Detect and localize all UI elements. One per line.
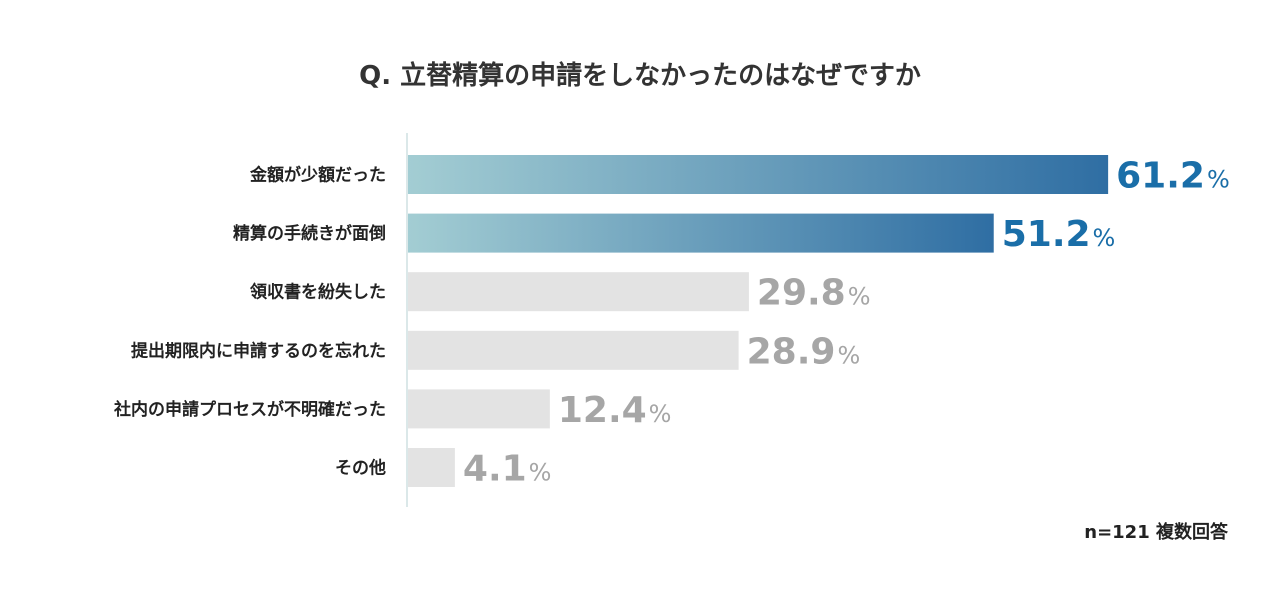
value-number: 51.2 <box>1002 214 1091 255</box>
value-unit: % <box>1093 224 1116 252</box>
value-number: 4.1 <box>463 449 527 490</box>
bar <box>408 448 455 487</box>
bar <box>408 213 994 253</box>
bar <box>408 389 550 429</box>
category-label: 精算の手続きが面倒 <box>233 223 386 244</box>
category-label: その他 <box>335 458 386 479</box>
value-label: 28.9% <box>747 331 861 372</box>
category-label: 領収書を紛失した <box>250 282 386 303</box>
bar <box>408 155 1109 194</box>
value-number: 29.8 <box>757 273 846 314</box>
value-label: 4.1% <box>463 449 552 490</box>
value-label: 12.4% <box>558 390 672 431</box>
value-unit: % <box>837 341 860 369</box>
category-label: 金額が少額だった <box>249 165 386 186</box>
value-number: 61.2 <box>1116 156 1205 197</box>
sample-size-note: n=121 複数回答 <box>1084 521 1229 543</box>
value-number: 28.9 <box>747 331 836 372</box>
bar <box>408 330 739 370</box>
value-unit: % <box>848 283 871 311</box>
bar <box>408 272 749 312</box>
value-number: 12.4 <box>558 390 647 431</box>
value-unit: % <box>529 459 552 487</box>
value-label: 61.2% <box>1116 156 1230 197</box>
value-label: 29.8% <box>757 273 871 314</box>
bars-group: 金額が少額だった 61.2% 精算の手続きが面倒 51.2% 領収書を紛失した 29.8%… <box>113 155 1230 490</box>
value-unit: % <box>649 400 672 428</box>
category-label: 提出期限内に申請するのを忘れた <box>131 340 386 361</box>
value-label: 51.2% <box>1002 214 1116 255</box>
chart-title: Q. 立替精算の申請をしなかったのはなぜですか <box>359 60 921 91</box>
category-label: 社内の申請プロセスが不明確だった <box>113 399 386 420</box>
value-unit: % <box>1207 166 1230 194</box>
